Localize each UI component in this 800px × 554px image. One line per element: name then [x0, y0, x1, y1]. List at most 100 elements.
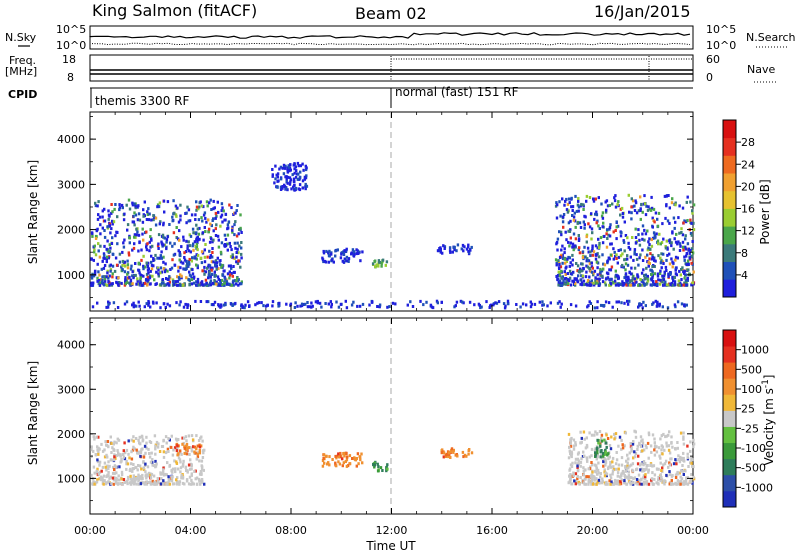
scatter-cell [600, 449, 603, 452]
scatter-cell [566, 210, 570, 214]
scatter-cell [597, 478, 601, 482]
scatter-cell [577, 459, 580, 463]
scatter-cell [162, 223, 165, 227]
noise-sky-label: N.Sky [5, 31, 37, 44]
scatter-cell [572, 473, 575, 477]
scatter-cell [139, 450, 143, 454]
scatter-cell [605, 474, 608, 478]
scatter-cell [92, 480, 95, 484]
scatter-cell [442, 455, 445, 459]
scatter-cell [179, 273, 182, 277]
scatter-cell [294, 186, 298, 190]
scatter-cell [200, 204, 204, 208]
scatter-cell [574, 225, 577, 229]
scatter-cell [685, 476, 688, 480]
scatter-cell [190, 274, 193, 278]
scatter-cell [668, 482, 671, 486]
scatter-cell [320, 305, 323, 309]
scatter-cell [590, 249, 594, 253]
scatter-cell [379, 466, 383, 470]
scatter-cell [188, 283, 191, 287]
scatter-cell [99, 232, 102, 236]
scatter-cell [613, 432, 616, 436]
scatter-cell [577, 462, 581, 466]
scatter-cell [585, 259, 588, 263]
scatter-cell [337, 452, 340, 456]
scatter-cell [592, 475, 595, 478]
scatter-cell [628, 210, 631, 214]
scatter-cell [647, 246, 650, 250]
scatter-cell [149, 460, 153, 464]
scatter-cell [569, 463, 573, 467]
scatter-cell [573, 277, 576, 281]
scatter-cell [103, 207, 106, 211]
scatter-cell [606, 437, 610, 440]
scatter-cell [579, 226, 583, 229]
scatter-cell [164, 262, 167, 266]
scatter-cell [455, 249, 458, 253]
scatter-cell [139, 276, 142, 279]
scatter-cell [574, 443, 577, 447]
scatter-cell [679, 273, 682, 277]
scatter-cell [448, 246, 452, 250]
scatter-cell [639, 217, 642, 221]
scatter-cell [215, 214, 218, 218]
scatter-cell [571, 209, 574, 212]
scatter-cell [636, 462, 640, 466]
scatter-cell [110, 227, 113, 231]
scatter-cell [663, 283, 666, 287]
scatter-cell [388, 305, 391, 309]
scatter-cell [608, 227, 611, 231]
scatter-cell [145, 218, 149, 221]
scatter-cell [603, 234, 606, 238]
scatter-cell [335, 300, 338, 304]
scatter-cell [643, 274, 646, 277]
colorbar-block [723, 458, 736, 476]
scatter-cell [137, 204, 140, 208]
scatter-cell [136, 468, 139, 472]
scatter-cell [584, 482, 587, 486]
scatter-cell [229, 264, 232, 268]
scatter-cell [634, 227, 637, 231]
noise-left-tick-bottom: 10^0 [56, 39, 86, 52]
scatter-cell [624, 475, 627, 478]
scatter-cell [148, 452, 151, 455]
scatter-cell [185, 446, 189, 450]
scatter-cell [223, 244, 227, 248]
scatter-cell [386, 467, 389, 471]
scatter-cell [162, 482, 165, 486]
scatter-cell [381, 469, 384, 472]
scatter-cell [677, 216, 680, 220]
scatter-cell [96, 478, 99, 482]
scatter-cell [652, 207, 656, 211]
scatter-cell [143, 444, 147, 448]
scatter-cell [626, 299, 629, 303]
scatter-cell [656, 467, 659, 471]
scatter-cell [178, 250, 181, 254]
scatter-cell [202, 238, 205, 242]
scatter-cell [219, 215, 223, 219]
scatter-cell [577, 480, 580, 484]
scatter-cell [614, 467, 618, 471]
scatter-cell [596, 453, 599, 457]
scatter-cell [567, 456, 571, 460]
scatter-cell [90, 257, 93, 261]
scatter-cell [149, 228, 152, 232]
scatter-cell [627, 282, 630, 286]
scatter-cell [661, 305, 664, 309]
scatter-cell [677, 454, 680, 458]
scatter-cell [231, 230, 234, 234]
scatter-cell [617, 283, 620, 287]
scatter-cell [284, 166, 287, 170]
scatter-cell [136, 218, 140, 222]
scatter-cell [653, 448, 656, 452]
scatter-cell [465, 454, 468, 458]
scatter-cell [126, 272, 129, 276]
scatter-cell [152, 301, 155, 305]
scatter-cell [215, 264, 219, 268]
scatter-cell [643, 282, 646, 286]
scatter-cell [598, 282, 602, 286]
scatter-cell [101, 280, 104, 284]
scatter-cell [609, 268, 613, 272]
scatter-cell [621, 443, 624, 447]
